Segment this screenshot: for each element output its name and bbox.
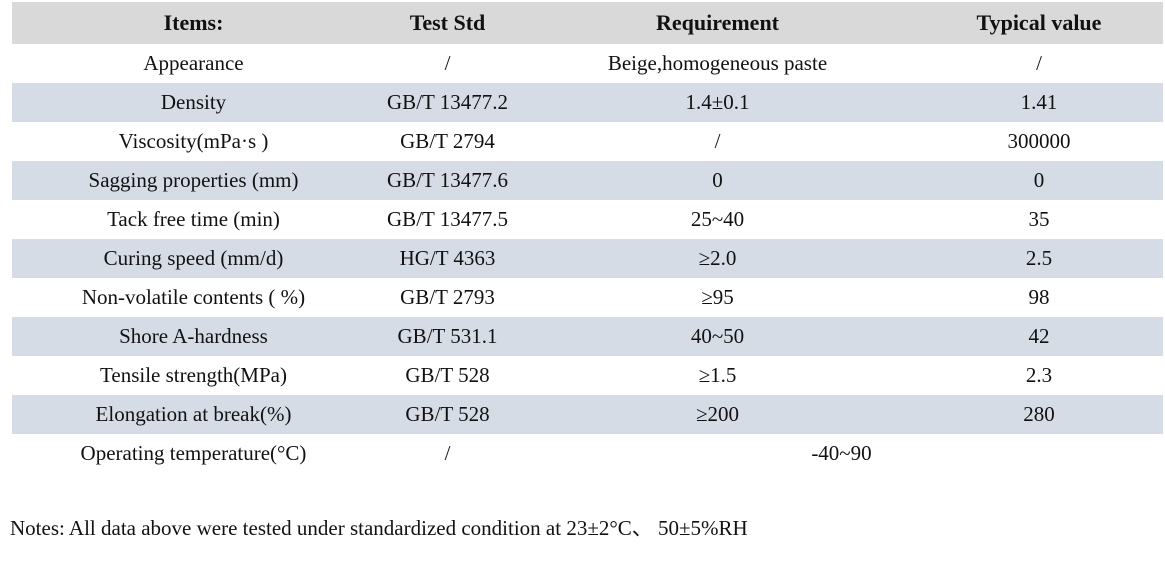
typical-value-cell: 35 <box>1028 207 1050 231</box>
item-cell: Shore A-hardness <box>119 324 268 348</box>
typical-value-cell: 98 <box>1028 285 1050 309</box>
item-cell: Tack free time (min) <box>107 207 280 231</box>
requirement-cell: Beige,homogeneous paste <box>607 51 828 75</box>
test-std-cell: / <box>444 441 451 465</box>
typical-value-cell: 0 <box>1033 168 1045 192</box>
test-std-cell: GB/T 13477.5 <box>387 207 508 231</box>
table-header-row: Items: Test Std Requirement Typical valu… <box>12 2 1163 44</box>
test-std-cell: / <box>444 51 451 75</box>
test-std-cell: GB/T 13477.6 <box>387 168 508 192</box>
typical-value-cell: 2.3 <box>1025 363 1053 387</box>
item-cell: Curing speed (mm/d) <box>103 246 284 270</box>
table-row: Shore A-hardness GB/T 531.1 40~50 42 <box>12 317 1163 356</box>
notes-text: Notes: All data above were tested under … <box>10 516 748 540</box>
requirement-cell: 1.4±0.1 <box>685 90 750 114</box>
test-std-cell: GB/T 2793 <box>400 285 495 309</box>
typical-value-cell: 2.5 <box>1025 246 1053 270</box>
item-cell: Non-volatile contents ( %) <box>81 285 306 309</box>
column-header-test-std: Test Std <box>409 10 486 35</box>
specification-table: Items: Test Std Requirement Typical valu… <box>12 2 1163 473</box>
typical-value-cell: 1.41 <box>1020 90 1058 114</box>
typical-value-cell: 300000 <box>1007 129 1071 153</box>
table-row: Tensile strength(MPa) GB/T 528 ≥1.5 2.3 <box>12 356 1163 395</box>
test-std-cell: GB/T 531.1 <box>397 324 498 348</box>
typical-value-cell: 42 <box>1028 324 1050 348</box>
column-header-typical-value: Typical value <box>976 10 1102 35</box>
table-row: Density GB/T 13477.2 1.4±0.1 1.41 <box>12 83 1163 122</box>
table-row: Sagging properties (mm) GB/T 13477.6 0 0 <box>12 161 1163 200</box>
requirement-cell: 25~40 <box>690 207 745 231</box>
table-row: Appearance / Beige,homogeneous paste / <box>12 44 1163 83</box>
typical-value-cell: 280 <box>1023 402 1055 426</box>
table-row: Elongation at break(%) GB/T 528 ≥200 280 <box>12 395 1163 434</box>
requirement-cell: ≥2.0 <box>698 246 737 270</box>
column-header-requirement: Requirement <box>655 10 780 35</box>
table-row: Curing speed (mm/d) HG/T 4363 ≥2.0 2.5 <box>12 239 1163 278</box>
requirement-cell: -40~90 <box>811 441 872 465</box>
requirement-cell: ≥1.5 <box>698 363 737 387</box>
column-header-items: Items: <box>163 10 224 35</box>
item-cell: Tensile strength(MPa) <box>100 363 287 387</box>
table-row: Operating temperature(°C) / -40~90 <box>12 434 1163 473</box>
item-cell: Elongation at break(%) <box>95 402 292 426</box>
requirement-cell: ≥95 <box>701 285 734 309</box>
test-std-cell: GB/T 528 <box>405 402 490 426</box>
item-cell: Viscosity(mPa·s ) <box>118 129 269 153</box>
item-cell: Sagging properties (mm) <box>88 168 299 192</box>
typical-value-cell: / <box>1036 51 1042 75</box>
requirement-cell: ≥200 <box>695 402 740 426</box>
table-row: Viscosity(mPa·s ) GB/T 2794 / 300000 <box>12 122 1163 161</box>
table-row: Non-volatile contents ( %) GB/T 2793 ≥95… <box>12 278 1163 317</box>
table-row: Tack free time (min) GB/T 13477.5 25~40 … <box>12 200 1163 239</box>
test-std-cell: HG/T 4363 <box>399 246 496 270</box>
test-std-cell: GB/T 2794 <box>400 129 495 153</box>
test-std-cell: GB/T 528 <box>405 363 490 387</box>
requirement-cell: / <box>714 129 721 153</box>
item-cell: Density <box>160 90 227 114</box>
requirement-cell: 0 <box>712 168 723 192</box>
test-std-cell: GB/T 13477.2 <box>387 90 508 114</box>
item-cell: Operating temperature(°C) <box>80 441 307 465</box>
item-cell: Appearance <box>143 51 244 75</box>
requirement-cell: 40~50 <box>690 324 745 348</box>
